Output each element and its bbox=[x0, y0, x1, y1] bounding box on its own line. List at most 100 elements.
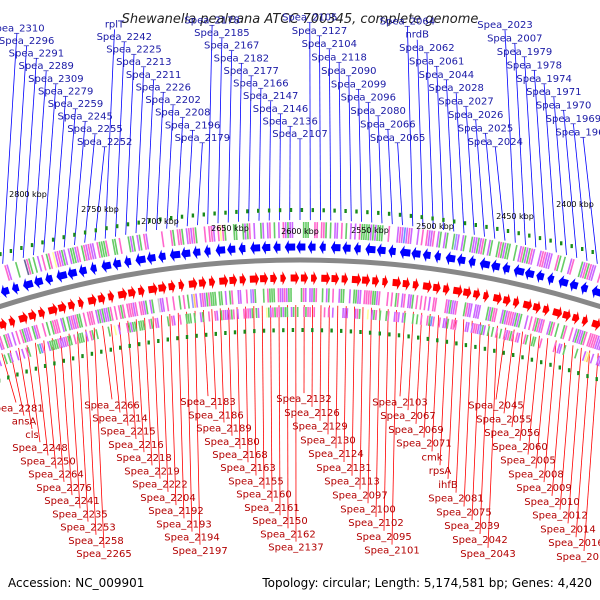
feature-band-segment bbox=[338, 288, 341, 303]
feature-band-segment bbox=[179, 314, 182, 325]
reverse-gene-leader-line bbox=[351, 306, 355, 476]
tick-dot bbox=[398, 212, 402, 217]
tick-dot bbox=[272, 328, 275, 333]
feature-band-segment bbox=[580, 330, 586, 345]
feature-band-segment bbox=[255, 307, 258, 319]
feature-band-segment bbox=[502, 329, 507, 340]
reverse-gene-leader-line bbox=[567, 347, 582, 524]
reverse-gene-label: Spea_2009 bbox=[516, 483, 571, 494]
reverse-gene-leader-line bbox=[144, 317, 153, 466]
feature-band-segment bbox=[185, 313, 188, 324]
feature-band-segment bbox=[574, 348, 579, 359]
forward-gene-label: Spea_2080 bbox=[350, 106, 405, 117]
feature-band-segment bbox=[454, 300, 459, 315]
forward-gene-leader-line bbox=[553, 97, 567, 256]
feature-band-segment bbox=[531, 317, 537, 332]
feature-band-segment bbox=[140, 320, 144, 331]
tick-dot bbox=[474, 344, 477, 349]
reverse-gene-leader-line bbox=[110, 324, 121, 413]
feature-band-segment bbox=[55, 319, 61, 334]
reverse-gene-leader-line bbox=[35, 342, 49, 456]
forward-gene-label: Spea_2252 bbox=[77, 137, 132, 148]
feature-band-segment bbox=[469, 236, 474, 253]
feature-band-segment bbox=[396, 293, 400, 308]
feature-band-segment bbox=[161, 297, 166, 312]
feature-band-segment bbox=[49, 320, 55, 335]
reverse-gene-label: Spea_2071 bbox=[396, 439, 451, 450]
feature-band-segment bbox=[220, 310, 223, 321]
forward-gene-leader-line bbox=[436, 66, 444, 231]
feature-band-segment bbox=[393, 311, 396, 322]
forward-gene-arrow bbox=[319, 240, 326, 255]
feature-band-segment bbox=[82, 312, 88, 327]
forward-gene-arrow bbox=[468, 255, 476, 269]
reverse-gene-label: Spea_2214 bbox=[92, 414, 147, 425]
reverse-gene-arrow bbox=[422, 279, 432, 294]
feature-band-segment bbox=[370, 309, 374, 320]
feature-band-segment bbox=[572, 328, 578, 343]
forward-gene-leader-line bbox=[43, 83, 57, 253]
feature-band-segment bbox=[80, 245, 86, 262]
feature-band-segment bbox=[568, 327, 574, 342]
reverse-gene-arrow bbox=[8, 315, 16, 329]
feature-band-segment bbox=[448, 299, 452, 314]
reverse-gene-label: Spea_2069 bbox=[388, 425, 443, 436]
feature-band-segment bbox=[185, 228, 189, 245]
reverse-gene-leader-line bbox=[583, 353, 599, 552]
forward-gene-leader-line bbox=[475, 119, 485, 237]
feature-band-segment bbox=[199, 293, 203, 308]
reverse-gene-label: Spea_2014 bbox=[540, 524, 595, 535]
feature-band-segment bbox=[550, 322, 556, 337]
feature-band-segment bbox=[69, 335, 73, 346]
feature-band-segment bbox=[546, 320, 552, 335]
feature-band-segment bbox=[170, 315, 174, 326]
reverse-gene-label: Spea_2055 bbox=[476, 414, 531, 425]
feature-band-segment bbox=[419, 314, 423, 325]
tick-dot bbox=[105, 226, 108, 231]
feature-band-segment bbox=[66, 316, 71, 331]
tick-dot bbox=[43, 364, 47, 368]
feature-band-segment bbox=[512, 244, 518, 261]
feature-band-segment bbox=[357, 289, 360, 304]
feature-band-segment bbox=[46, 341, 52, 352]
feature-band-segment bbox=[477, 237, 483, 255]
reverse-gene-arrow bbox=[512, 295, 520, 310]
feature-band-segment bbox=[371, 290, 375, 305]
feature-band-segment bbox=[425, 229, 429, 246]
forward-gene-label: Spea_2208 bbox=[155, 108, 210, 119]
feature-band-segment bbox=[15, 350, 20, 361]
reverse-gene-leader-line bbox=[77, 331, 89, 522]
forward-gene-leader-line bbox=[156, 92, 164, 231]
feature-band-segment bbox=[201, 292, 205, 307]
forward-gene-arrow bbox=[536, 269, 545, 283]
feature-band-segment bbox=[245, 308, 248, 319]
forward-gene-label: Spea_2178 bbox=[184, 16, 239, 27]
feature-band-segment bbox=[431, 297, 436, 312]
feature-band-segment bbox=[79, 332, 83, 343]
reverse-gene-arrow bbox=[127, 285, 136, 300]
feature-band-segment bbox=[78, 313, 84, 328]
forward-gene-leader-line bbox=[387, 129, 393, 225]
feature-band-segment bbox=[23, 259, 30, 276]
reverse-gene-arrow bbox=[372, 274, 380, 288]
feature-band-segment bbox=[431, 230, 436, 247]
forward-gene-label: Spea_2177 bbox=[223, 66, 278, 77]
forward-gene-leader-line bbox=[524, 56, 537, 248]
feature-band-segment bbox=[366, 309, 369, 320]
tick-dot bbox=[41, 240, 44, 245]
feature-band-segment bbox=[89, 243, 95, 260]
tick-dot bbox=[176, 336, 179, 341]
reverse-gene-leader-line bbox=[399, 310, 406, 397]
forward-gene-arrow bbox=[215, 243, 226, 258]
feature-band-segment bbox=[513, 312, 519, 327]
feature-band-segment bbox=[501, 242, 507, 259]
forward-gene-arrow bbox=[1, 284, 10, 299]
feature-band-segment bbox=[69, 247, 75, 264]
reverse-gene-arrow bbox=[341, 272, 349, 286]
feature-band-segment bbox=[386, 292, 389, 307]
forward-gene-label: Spea_2225 bbox=[106, 45, 161, 56]
feature-band-segment bbox=[586, 332, 592, 347]
tick-dot bbox=[128, 343, 131, 348]
feature-band-segment bbox=[470, 322, 474, 333]
feature-band-segment bbox=[23, 328, 29, 343]
